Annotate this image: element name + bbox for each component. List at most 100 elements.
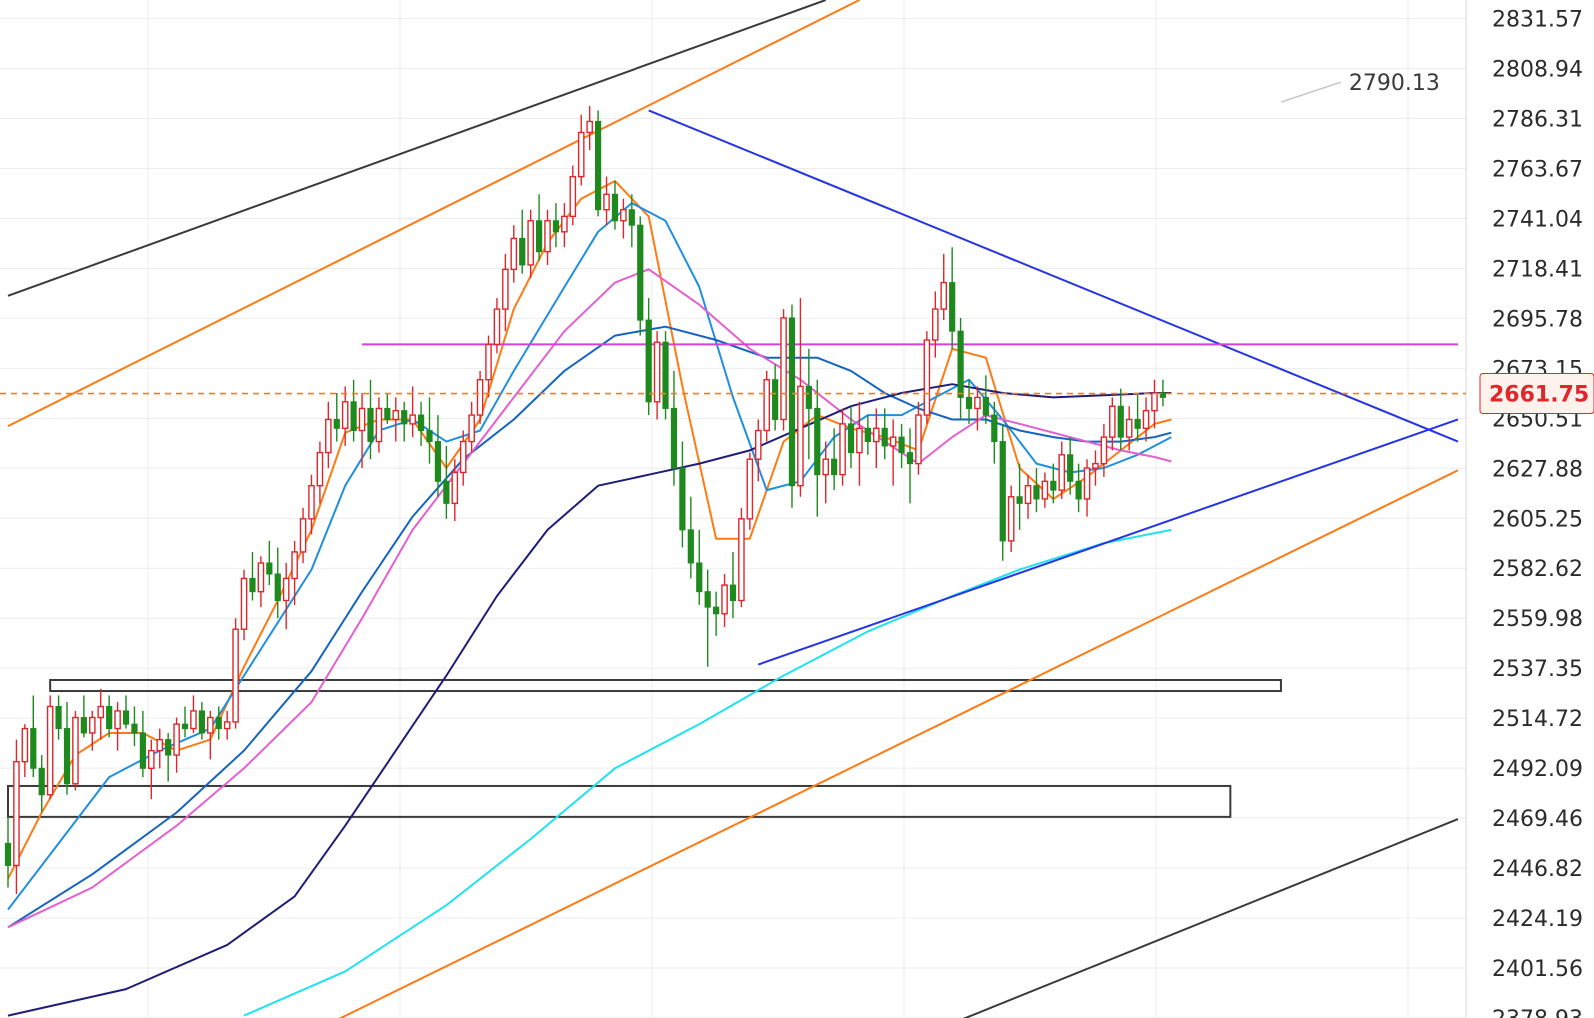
candle[interactable]: [459, 430, 467, 486]
candle[interactable]: [527, 209, 534, 279]
candle[interactable]: [367, 379, 374, 460]
candle[interactable]: [620, 198, 627, 239]
trendline[interactable]: [337, 469, 1459, 1018]
candle[interactable]: [687, 496, 694, 579]
support-zone-box[interactable]: [7, 784, 1232, 818]
candle[interactable]: [653, 331, 661, 420]
candle[interactable]: [72, 710, 79, 791]
candle[interactable]: [1007, 485, 1015, 552]
candle[interactable]: [552, 203, 560, 248]
candle[interactable]: [476, 370, 484, 424]
candle[interactable]: [333, 392, 340, 442]
candle[interactable]: [1041, 472, 1049, 508]
candle[interactable]: [915, 401, 922, 475]
candle[interactable]: [729, 551, 737, 619]
candle[interactable]: [949, 247, 956, 349]
candle[interactable]: [502, 253, 509, 332]
candle[interactable]: [721, 574, 728, 628]
candle[interactable]: [384, 392, 391, 424]
candle[interactable]: [401, 401, 408, 442]
candle[interactable]: [881, 408, 888, 460]
candle[interactable]: [417, 401, 425, 446]
candle[interactable]: [257, 556, 265, 608]
candle[interactable]: [97, 688, 105, 740]
candle[interactable]: [831, 428, 838, 491]
candle[interactable]: [577, 114, 585, 186]
candle[interactable]: [738, 507, 745, 608]
price-axis[interactable]: [1467, 0, 1594, 1018]
candle[interactable]: [114, 702, 121, 751]
candle[interactable]: [696, 529, 703, 605]
candle[interactable]: [274, 547, 281, 619]
candle[interactable]: [889, 419, 897, 486]
candle[interactable]: [55, 695, 62, 740]
candle[interactable]: [299, 507, 307, 563]
candle[interactable]: [1075, 463, 1082, 513]
moving-average-line[interactable]: [7, 202, 1172, 911]
moving-average-line[interactable]: [7, 325, 1172, 929]
candle[interactable]: [156, 728, 164, 769]
trendline[interactable]: [757, 418, 1459, 666]
trendline[interactable]: [648, 109, 1459, 443]
candle[interactable]: [662, 331, 669, 420]
candle[interactable]: [350, 379, 357, 442]
candle[interactable]: [1083, 459, 1091, 517]
candle[interactable]: [788, 304, 796, 508]
candle[interactable]: [1033, 468, 1040, 513]
candle[interactable]: [763, 370, 770, 442]
candle[interactable]: [1016, 463, 1023, 530]
candle[interactable]: [426, 397, 433, 464]
candle[interactable]: [148, 739, 155, 800]
candle[interactable]: [198, 702, 205, 740]
candle[interactable]: [291, 540, 298, 605]
candle[interactable]: [965, 379, 973, 424]
trendline[interactable]: [961, 818, 1459, 1018]
candle[interactable]: [991, 401, 998, 464]
candle[interactable]: [443, 445, 450, 519]
candle[interactable]: [173, 717, 180, 773]
candle[interactable]: [1050, 463, 1057, 504]
candle[interactable]: [797, 298, 804, 497]
candle[interactable]: [1142, 397, 1150, 442]
candle[interactable]: [535, 194, 543, 261]
candle[interactable]: [308, 474, 315, 535]
candle[interactable]: [249, 551, 256, 601]
candle[interactable]: [569, 165, 577, 226]
candle[interactable]: [898, 423, 905, 469]
candle[interactable]: [713, 591, 720, 636]
candle[interactable]: [1134, 392, 1141, 442]
candle[interactable]: [872, 408, 880, 469]
candle[interactable]: [88, 710, 96, 751]
candle[interactable]: [856, 401, 863, 486]
candle[interactable]: [375, 397, 383, 453]
candle[interactable]: [63, 702, 71, 795]
candle[interactable]: [1151, 379, 1158, 429]
candle[interactable]: [923, 331, 931, 424]
candle[interactable]: [131, 706, 138, 747]
candle[interactable]: [957, 317, 964, 420]
candle[interactable]: [1159, 379, 1167, 407]
candle[interactable]: [1067, 437, 1074, 495]
candle[interactable]: [266, 540, 273, 586]
candle[interactable]: [21, 724, 29, 778]
candle[interactable]: [451, 459, 459, 522]
candle[interactable]: [358, 392, 366, 469]
candle[interactable]: [746, 452, 754, 530]
candle[interactable]: [637, 216, 644, 336]
candle[interactable]: [468, 401, 475, 453]
candle[interactable]: [80, 695, 87, 738]
candle[interactable]: [215, 706, 222, 740]
candle[interactable]: [679, 441, 686, 548]
candle[interactable]: [13, 739, 20, 895]
candle[interactable]: [1109, 397, 1116, 451]
candle[interactable]: [106, 695, 113, 738]
candle[interactable]: [670, 370, 678, 486]
candle[interactable]: [316, 441, 324, 504]
moving-average-line[interactable]: [7, 268, 1172, 929]
candle[interactable]: [510, 225, 518, 283]
candle[interactable]: [122, 695, 130, 729]
candle[interactable]: [240, 569, 248, 641]
candle[interactable]: [341, 386, 349, 446]
candle[interactable]: [704, 569, 711, 667]
candle[interactable]: [974, 386, 981, 431]
